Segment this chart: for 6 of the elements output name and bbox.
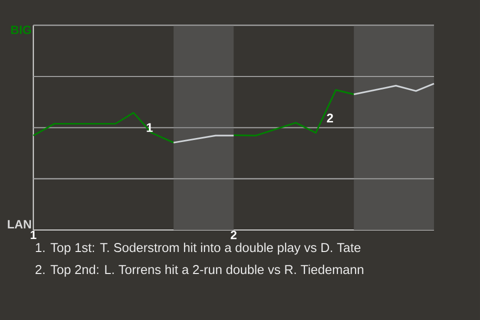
text: 2. Top 2nd: L. Torrens hit a 2-run double vs R. Tiedemann [36,264,364,277]
text: LAN [8,220,31,228]
annotation: 2 [326,114,334,122]
text: 1. Top 1st: T. Soderstrom hit into a double play vs D. Tate [36,242,360,255]
annotation: 1 [146,123,153,132]
text: BIG [11,26,31,34]
